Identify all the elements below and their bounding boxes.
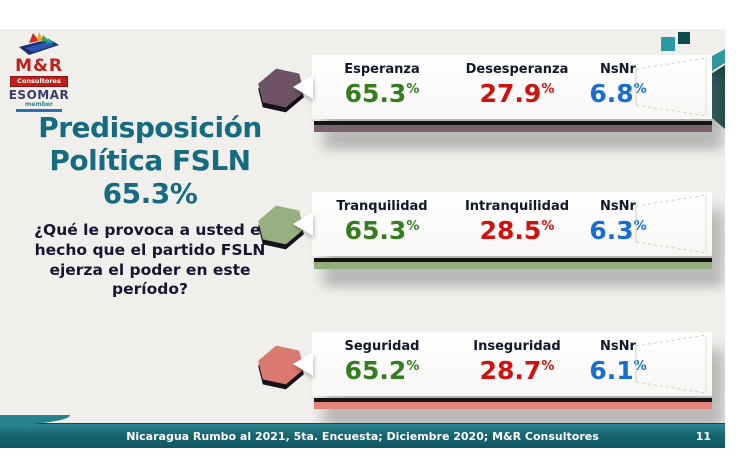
percent-sign: % bbox=[541, 359, 555, 374]
percent-sign: % bbox=[633, 82, 647, 97]
survey-row-esperanza: Esperanza 65.3% Desesperanza 27.9% NsNr … bbox=[0, 55, 725, 155]
positive-value: 65.3% bbox=[312, 216, 452, 245]
title-line-3: 65.3% bbox=[102, 177, 198, 211]
nsnr-label: NsNr bbox=[600, 62, 636, 77]
value-number: 28.7 bbox=[479, 356, 542, 385]
positive-value: 65.2% bbox=[312, 356, 452, 385]
bar-fill bbox=[314, 401, 712, 409]
percent-sign: % bbox=[406, 359, 420, 374]
nsnr-label: NsNr bbox=[600, 199, 636, 214]
logo-underline bbox=[16, 108, 62, 112]
survey-row-tranquilidad: Tranquilidad 65.3% Intranquilidad 28.5% … bbox=[0, 192, 725, 292]
page-number: 11 bbox=[695, 430, 711, 443]
logo-member-text: member bbox=[25, 100, 53, 108]
title-line-1: Predisposición bbox=[38, 111, 262, 144]
bar-top-line bbox=[314, 121, 712, 125]
page-title: Predisposición Política FSLN 65.3% bbox=[5, 111, 295, 210]
value-number: 27.9 bbox=[479, 79, 542, 108]
negative-value: 27.9% bbox=[452, 79, 582, 108]
logo-consultores-text: Consultores bbox=[10, 76, 68, 87]
callout-arrow-icon bbox=[293, 75, 313, 99]
value-number: 6.1 bbox=[589, 356, 634, 385]
value-number: 6.3 bbox=[589, 216, 634, 245]
result-panel-1: Esperanza 65.3% Desesperanza 27.9% NsNr … bbox=[312, 55, 712, 119]
footer-swoosh-decor bbox=[0, 415, 70, 425]
value-number: 65.3 bbox=[344, 79, 407, 108]
positive-label: Tranquilidad bbox=[336, 199, 428, 214]
slide: M&R Consultores ESOMAR member Predisposi… bbox=[0, 29, 725, 448]
decor-trapezoid-outline bbox=[635, 334, 707, 394]
result-panel-3: Seguridad 65.2% Inseguridad 28.7% NsNr 6… bbox=[312, 332, 712, 396]
percent-sign: % bbox=[406, 82, 420, 97]
decor-trapezoid-outline bbox=[635, 194, 707, 254]
logo-mr-text: M&R bbox=[15, 56, 63, 76]
positive-value: 65.3% bbox=[312, 79, 452, 108]
nsnr-label: NsNr bbox=[600, 339, 636, 354]
negative-label: Desesperanza bbox=[465, 62, 569, 77]
bar-fill bbox=[314, 261, 712, 269]
decor-square-dark bbox=[678, 32, 690, 44]
negative-label: Intranquilidad bbox=[464, 199, 570, 214]
callout-arrow-icon bbox=[293, 212, 313, 236]
result-bar-3 bbox=[314, 398, 712, 409]
callout-arrow-icon bbox=[293, 352, 313, 376]
value-number: 28.5 bbox=[479, 216, 542, 245]
percent-sign: % bbox=[541, 219, 555, 234]
survey-row-seguridad: Seguridad 65.2% Inseguridad 28.7% NsNr 6… bbox=[0, 332, 725, 432]
title-line-2: Política FSLN bbox=[49, 144, 251, 178]
logo-graphic-icon bbox=[19, 32, 59, 55]
value-number: 65.3 bbox=[344, 216, 407, 245]
positive-label: Seguridad bbox=[344, 339, 420, 354]
footer-bar: Nicaragua Rumbo al 2021, 5ta. Encuesta; … bbox=[0, 415, 725, 448]
nsnr-value: 6.8% bbox=[582, 79, 654, 108]
result-bar-2 bbox=[314, 258, 712, 269]
result-panel-2: Tranquilidad 65.3% Intranquilidad 28.5% … bbox=[312, 192, 712, 256]
mr-consultores-logo: M&R Consultores ESOMAR member bbox=[6, 31, 72, 112]
result-bar-1 bbox=[314, 121, 712, 132]
negative-value: 28.7% bbox=[452, 356, 582, 385]
bar-top-line bbox=[314, 398, 712, 402]
survey-question: ¿Qué le provoca a usted el hecho que el … bbox=[34, 221, 266, 299]
value-number: 6.8 bbox=[589, 79, 634, 108]
percent-sign: % bbox=[633, 359, 647, 374]
nsnr-value: 6.1% bbox=[582, 356, 654, 385]
percent-sign: % bbox=[541, 82, 555, 97]
logo-esomar-text: ESOMAR bbox=[8, 87, 70, 102]
bar-fill bbox=[314, 124, 712, 132]
footer-source-text: Nicaragua Rumbo al 2021, 5ta. Encuesta; … bbox=[126, 430, 599, 443]
percent-sign: % bbox=[633, 219, 647, 234]
bar-top-line bbox=[314, 258, 712, 262]
decor-trapezoid-outline bbox=[635, 57, 707, 117]
percent-sign: % bbox=[406, 219, 420, 234]
positive-label: Esperanza bbox=[344, 62, 420, 77]
decor-square-teal bbox=[661, 37, 675, 51]
negative-label: Inseguridad bbox=[473, 339, 561, 354]
negative-value: 28.5% bbox=[452, 216, 582, 245]
value-number: 65.2 bbox=[344, 356, 407, 385]
nsnr-value: 6.3% bbox=[582, 216, 654, 245]
